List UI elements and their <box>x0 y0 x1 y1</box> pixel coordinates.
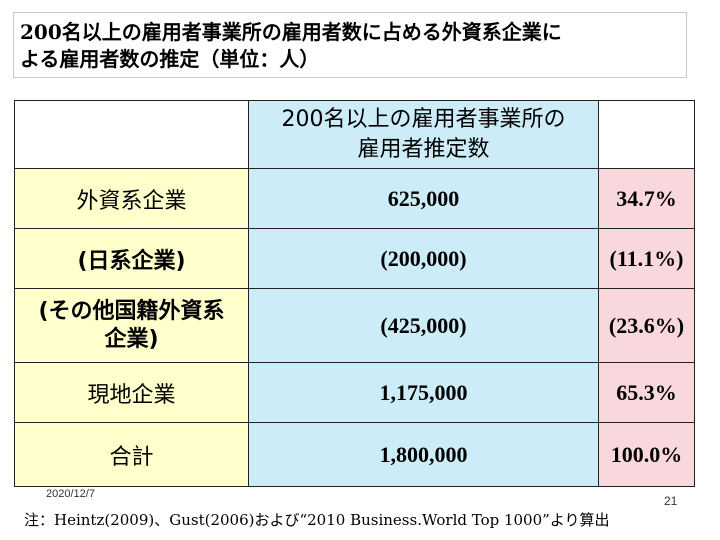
row-label: (日系企業) <box>14 228 249 289</box>
title-line-1: 200名以上の雇用者事業所の雇用者数に占める外資系企業に <box>20 20 562 44</box>
table-row: (日系企業) (200,000) (11.1%) <box>14 228 695 289</box>
header-line-1: 200名以上の雇用者事業所の <box>281 106 566 132</box>
table-row: 外資系企業 625,000 34.7% <box>14 168 695 229</box>
row-label-text: 合計 <box>109 444 154 470</box>
row-label-text: 現地企業 <box>87 382 176 408</box>
table-header-row: 200名以上の雇用者事業所の 雇用者推定数 <box>14 100 695 169</box>
row-label: 合計 <box>14 422 249 487</box>
row-label-text-line-2: 企業) <box>104 326 159 352</box>
row-label: 現地企業 <box>14 362 249 423</box>
header-line-2: 雇用者推定数 <box>357 136 490 162</box>
header-empty-cell-right <box>598 100 695 169</box>
row-value: (200,000) <box>248 228 599 289</box>
employment-table: 200名以上の雇用者事業所の 雇用者推定数 外資系企業 625,000 34.7… <box>14 100 695 487</box>
row-label: (その他国籍外資系 企業) <box>14 288 249 363</box>
page-number: 21 <box>664 494 678 508</box>
row-label-text-line-1: (その他国籍外資系 <box>38 298 225 324</box>
row-label: 外資系企業 <box>14 168 249 229</box>
row-percent: 65.3% <box>598 362 695 423</box>
table-row: 合計 1,800,000 100.0% <box>14 422 695 487</box>
row-percent: 100.0% <box>598 422 695 487</box>
row-label-text: 外資系企業 <box>76 188 187 214</box>
row-value: 1,175,000 <box>248 362 599 423</box>
slide-date: 2020/12/7 <box>46 488 95 500</box>
title-line-2: よる雇用者数の推定（単位：人） <box>20 47 320 71</box>
row-percent: (23.6%) <box>598 288 695 363</box>
row-label-text: (日系企業) <box>77 248 186 274</box>
row-percent: (11.1%) <box>598 228 695 289</box>
header-cell: 200名以上の雇用者事業所の 雇用者推定数 <box>248 100 599 169</box>
source-note: 注：Heintz(2009)、Gust(2006)および“2010 Busine… <box>24 511 610 529</box>
header-empty-cell <box>14 100 249 169</box>
slide-title: 200名以上の雇用者事業所の雇用者数に占める外資系企業に よる雇用者数の推定（単… <box>13 12 687 78</box>
row-percent: 34.7% <box>598 168 695 229</box>
row-value: 625,000 <box>248 168 599 229</box>
row-value: 1,800,000 <box>248 422 599 487</box>
table-row: (その他国籍外資系 企業) (425,000) (23.6%) <box>14 288 695 363</box>
row-value: (425,000) <box>248 288 599 363</box>
table-row: 現地企業 1,175,000 65.3% <box>14 362 695 423</box>
